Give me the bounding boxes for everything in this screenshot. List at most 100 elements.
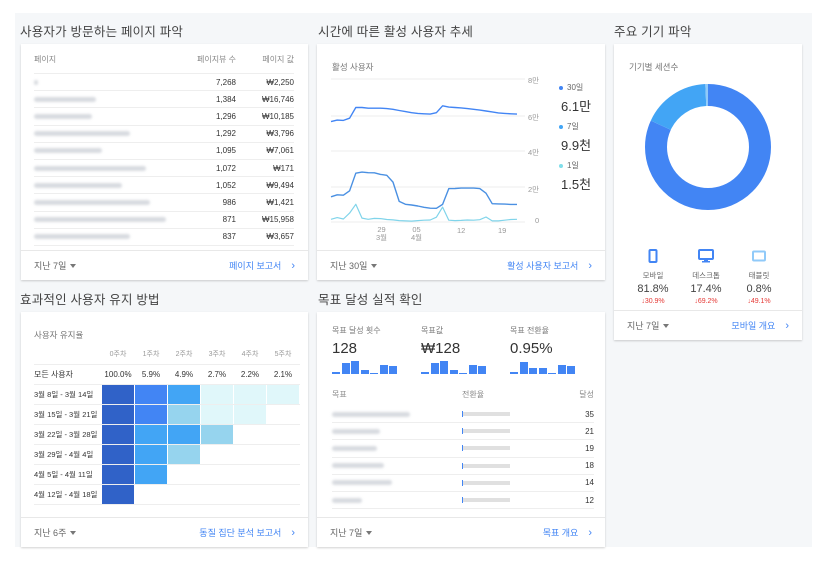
- retention-cell[interactable]: [234, 385, 266, 404]
- devices-section-title: 주요 기기 파악: [614, 25, 692, 39]
- pages-report-link[interactable]: 페이지 보고서 ›: [229, 259, 295, 272]
- col-goal: 목표: [332, 389, 347, 399]
- goal-conversion-bar: [462, 445, 554, 452]
- device-name: 모바일: [642, 271, 664, 280]
- retention-cell[interactable]: [102, 445, 134, 464]
- goals-date-range-dropdown[interactable]: 지난 7일: [330, 526, 373, 539]
- report-link-label: 동질 집단 분석 보고서: [199, 528, 282, 538]
- sparkline-bar: [459, 373, 467, 374]
- legend-dot-icon: [559, 85, 563, 90]
- device-desktop: 데스크톱 17.4% ↓69.2%: [684, 249, 728, 305]
- sparkline-bar: [567, 366, 575, 374]
- active-users-report-link[interactable]: 활성 사용자 보고서 ›: [507, 259, 592, 272]
- legend-7d-value: 9.9천: [561, 138, 592, 153]
- device-percent: 0.8%: [746, 283, 772, 295]
- kpi-value: 0.95%: [510, 340, 553, 357]
- sparkline-bar: [370, 373, 378, 374]
- pages-date-range-dropdown[interactable]: 지난 7일: [34, 259, 77, 272]
- cohort-row: 4월 5일 - 4월 11일: [34, 465, 300, 485]
- retention-cell[interactable]: [168, 385, 200, 404]
- cohort-label: 3월 15일 - 3월 21일: [34, 410, 98, 419]
- retention-cell[interactable]: [135, 465, 167, 484]
- page-value: ₩9,494: [266, 180, 294, 190]
- retention-cell: [201, 485, 233, 504]
- page-value: ₩3,796: [266, 129, 294, 139]
- sparkline-bar: [449, 370, 458, 374]
- page-row[interactable]: 1,095 ₩7,061: [34, 143, 294, 160]
- goal-row[interactable]: 19: [332, 440, 594, 458]
- page-row[interactable]: 1,296 ₩10,185: [34, 108, 294, 126]
- device-change: ↓69.2%: [694, 298, 718, 305]
- goals-table-header: 목표 전환율 달성: [332, 382, 594, 406]
- device-change: ↓30.9%: [641, 298, 665, 305]
- page-row[interactable]: 871 ₩15,958: [34, 212, 294, 229]
- page-row[interactable]: 1,052 ₩9,494: [34, 177, 294, 195]
- devices-card-footer: 지난 7일 모바일 개요 ›: [614, 310, 802, 340]
- page-path: [34, 215, 176, 224]
- device-name: 태블릿: [748, 271, 770, 280]
- sparkline-bar: [519, 362, 528, 374]
- retention-cell: [234, 485, 266, 504]
- kpi-sparkline: [510, 360, 575, 374]
- cohort-row: 3월 29일 - 4월 4일: [34, 445, 300, 465]
- page-views: 1,072: [215, 163, 236, 173]
- retention-cell: [168, 465, 200, 484]
- page-views: 1,296: [215, 111, 236, 121]
- sparkline-bar: [529, 368, 537, 374]
- goal-row[interactable]: 18: [332, 458, 594, 475]
- retention-cell[interactable]: [135, 385, 167, 404]
- retention-cell[interactable]: [201, 425, 233, 444]
- retention-date-range-dropdown[interactable]: 지난 6주: [34, 526, 77, 539]
- page-row[interactable]: 7,268 ₩2,250: [34, 74, 294, 92]
- week-header: 3주차: [208, 351, 226, 358]
- retention-cell[interactable]: [102, 485, 134, 504]
- page-path: [34, 95, 176, 104]
- kpi-value: 128: [332, 340, 358, 357]
- page-row[interactable]: 1,292 ₩3,796: [34, 126, 294, 143]
- page-views: 7,268: [215, 77, 236, 87]
- retention-cell[interactable]: [168, 405, 200, 424]
- sparkline-bar: [341, 363, 350, 374]
- active-users-date-range-dropdown[interactable]: 지난 30일: [330, 259, 378, 272]
- page-value: ₩10,185: [261, 111, 294, 121]
- retention-cell[interactable]: [267, 385, 299, 404]
- retention-cell[interactable]: [102, 465, 134, 484]
- page-row[interactable]: 1,072 ₩171: [34, 160, 294, 178]
- retention-cell[interactable]: [135, 405, 167, 424]
- goals-overview-link[interactable]: 목표 개요 ›: [543, 526, 592, 539]
- goal-row[interactable]: 12: [332, 492, 594, 510]
- page-row[interactable]: 837 ₩3,657: [34, 229, 294, 246]
- retention-cell[interactable]: [234, 405, 266, 424]
- sparkline-bar: [421, 372, 429, 374]
- goal-row[interactable]: 14: [332, 475, 594, 492]
- goals-section-title: 목표 달성 실적 확인: [318, 293, 423, 307]
- retention-cell[interactable]: [102, 405, 134, 424]
- cohort-report-link[interactable]: 동질 집단 분석 보고서 ›: [199, 526, 295, 539]
- sparkline-bar: [548, 373, 556, 374]
- retention-cell[interactable]: [168, 425, 200, 444]
- retention-cell[interactable]: [135, 445, 167, 464]
- page-path: [34, 232, 176, 241]
- sparkline-bar: [557, 365, 566, 374]
- mobile-icon: [648, 249, 658, 263]
- goal-row[interactable]: 35: [332, 406, 594, 424]
- mobile-overview-link[interactable]: 모바일 개요 ›: [731, 319, 789, 332]
- page-path: [34, 112, 176, 121]
- report-link-label: 모바일 개요: [731, 321, 776, 331]
- retention-cell[interactable]: [201, 405, 233, 424]
- retention-cell[interactable]: [102, 385, 134, 404]
- legend-30d: 30일: [559, 82, 583, 93]
- goal-count: 35: [585, 409, 594, 419]
- sparkline-bar: [360, 370, 369, 374]
- devices-date-range-dropdown[interactable]: 지난 7일: [627, 319, 670, 332]
- retention-cell: [267, 465, 299, 484]
- retention-cell[interactable]: [201, 385, 233, 404]
- retention-cell[interactable]: [168, 445, 200, 464]
- retention-cell[interactable]: [102, 425, 134, 444]
- devices-card: 기기별 세션수 모바일 81.8% ↓30.9% 데스크톱 17.4% ↓69.…: [614, 44, 802, 340]
- retention-cell[interactable]: [135, 425, 167, 444]
- page-row[interactable]: 1,384 ₩16,746: [34, 91, 294, 109]
- sparkline-bar: [478, 366, 486, 374]
- page-row[interactable]: 986 ₩1,421: [34, 194, 294, 212]
- goal-row[interactable]: 21: [332, 423, 594, 441]
